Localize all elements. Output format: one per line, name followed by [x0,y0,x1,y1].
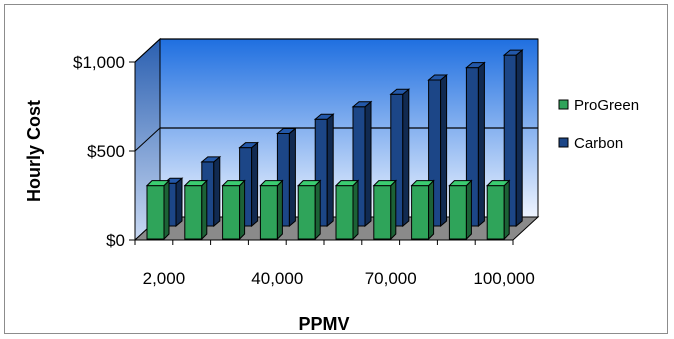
bar-progreen [259,179,284,241]
x-tick-label: 100,000 [473,269,534,288]
y-tick-label: $500 [87,142,125,161]
legend-swatch [558,137,569,148]
y-tick-label: $1,000 [73,53,125,72]
bar-carbon [200,155,222,228]
bar-carbon [502,49,524,228]
bar-progreen [334,179,360,241]
x-tick-label: 2,000 [143,269,186,288]
y-axis-title: Hourly Cost [24,100,44,202]
bar-progreen [183,179,209,241]
bar-carbon [427,73,448,228]
gridline-side [134,127,161,152]
bar-progreen [145,179,171,241]
bar-progreen [296,179,322,241]
gridline-side [134,38,161,63]
legend-swatch [558,99,569,110]
x-axis-title: PPMV [298,314,349,334]
bar-progreen [485,179,511,241]
bar-progreen [410,179,435,241]
legend-label: ProGreen [574,97,639,114]
x-tick-label: 70,000 [365,269,417,288]
legend-label: Carbon [574,135,623,152]
bar-progreen [221,179,246,241]
y-tick-label: $0 [106,231,125,250]
x-tick-label: 40,000 [251,269,303,288]
bar-progreen [372,179,398,241]
bar-progreen [448,179,473,241]
